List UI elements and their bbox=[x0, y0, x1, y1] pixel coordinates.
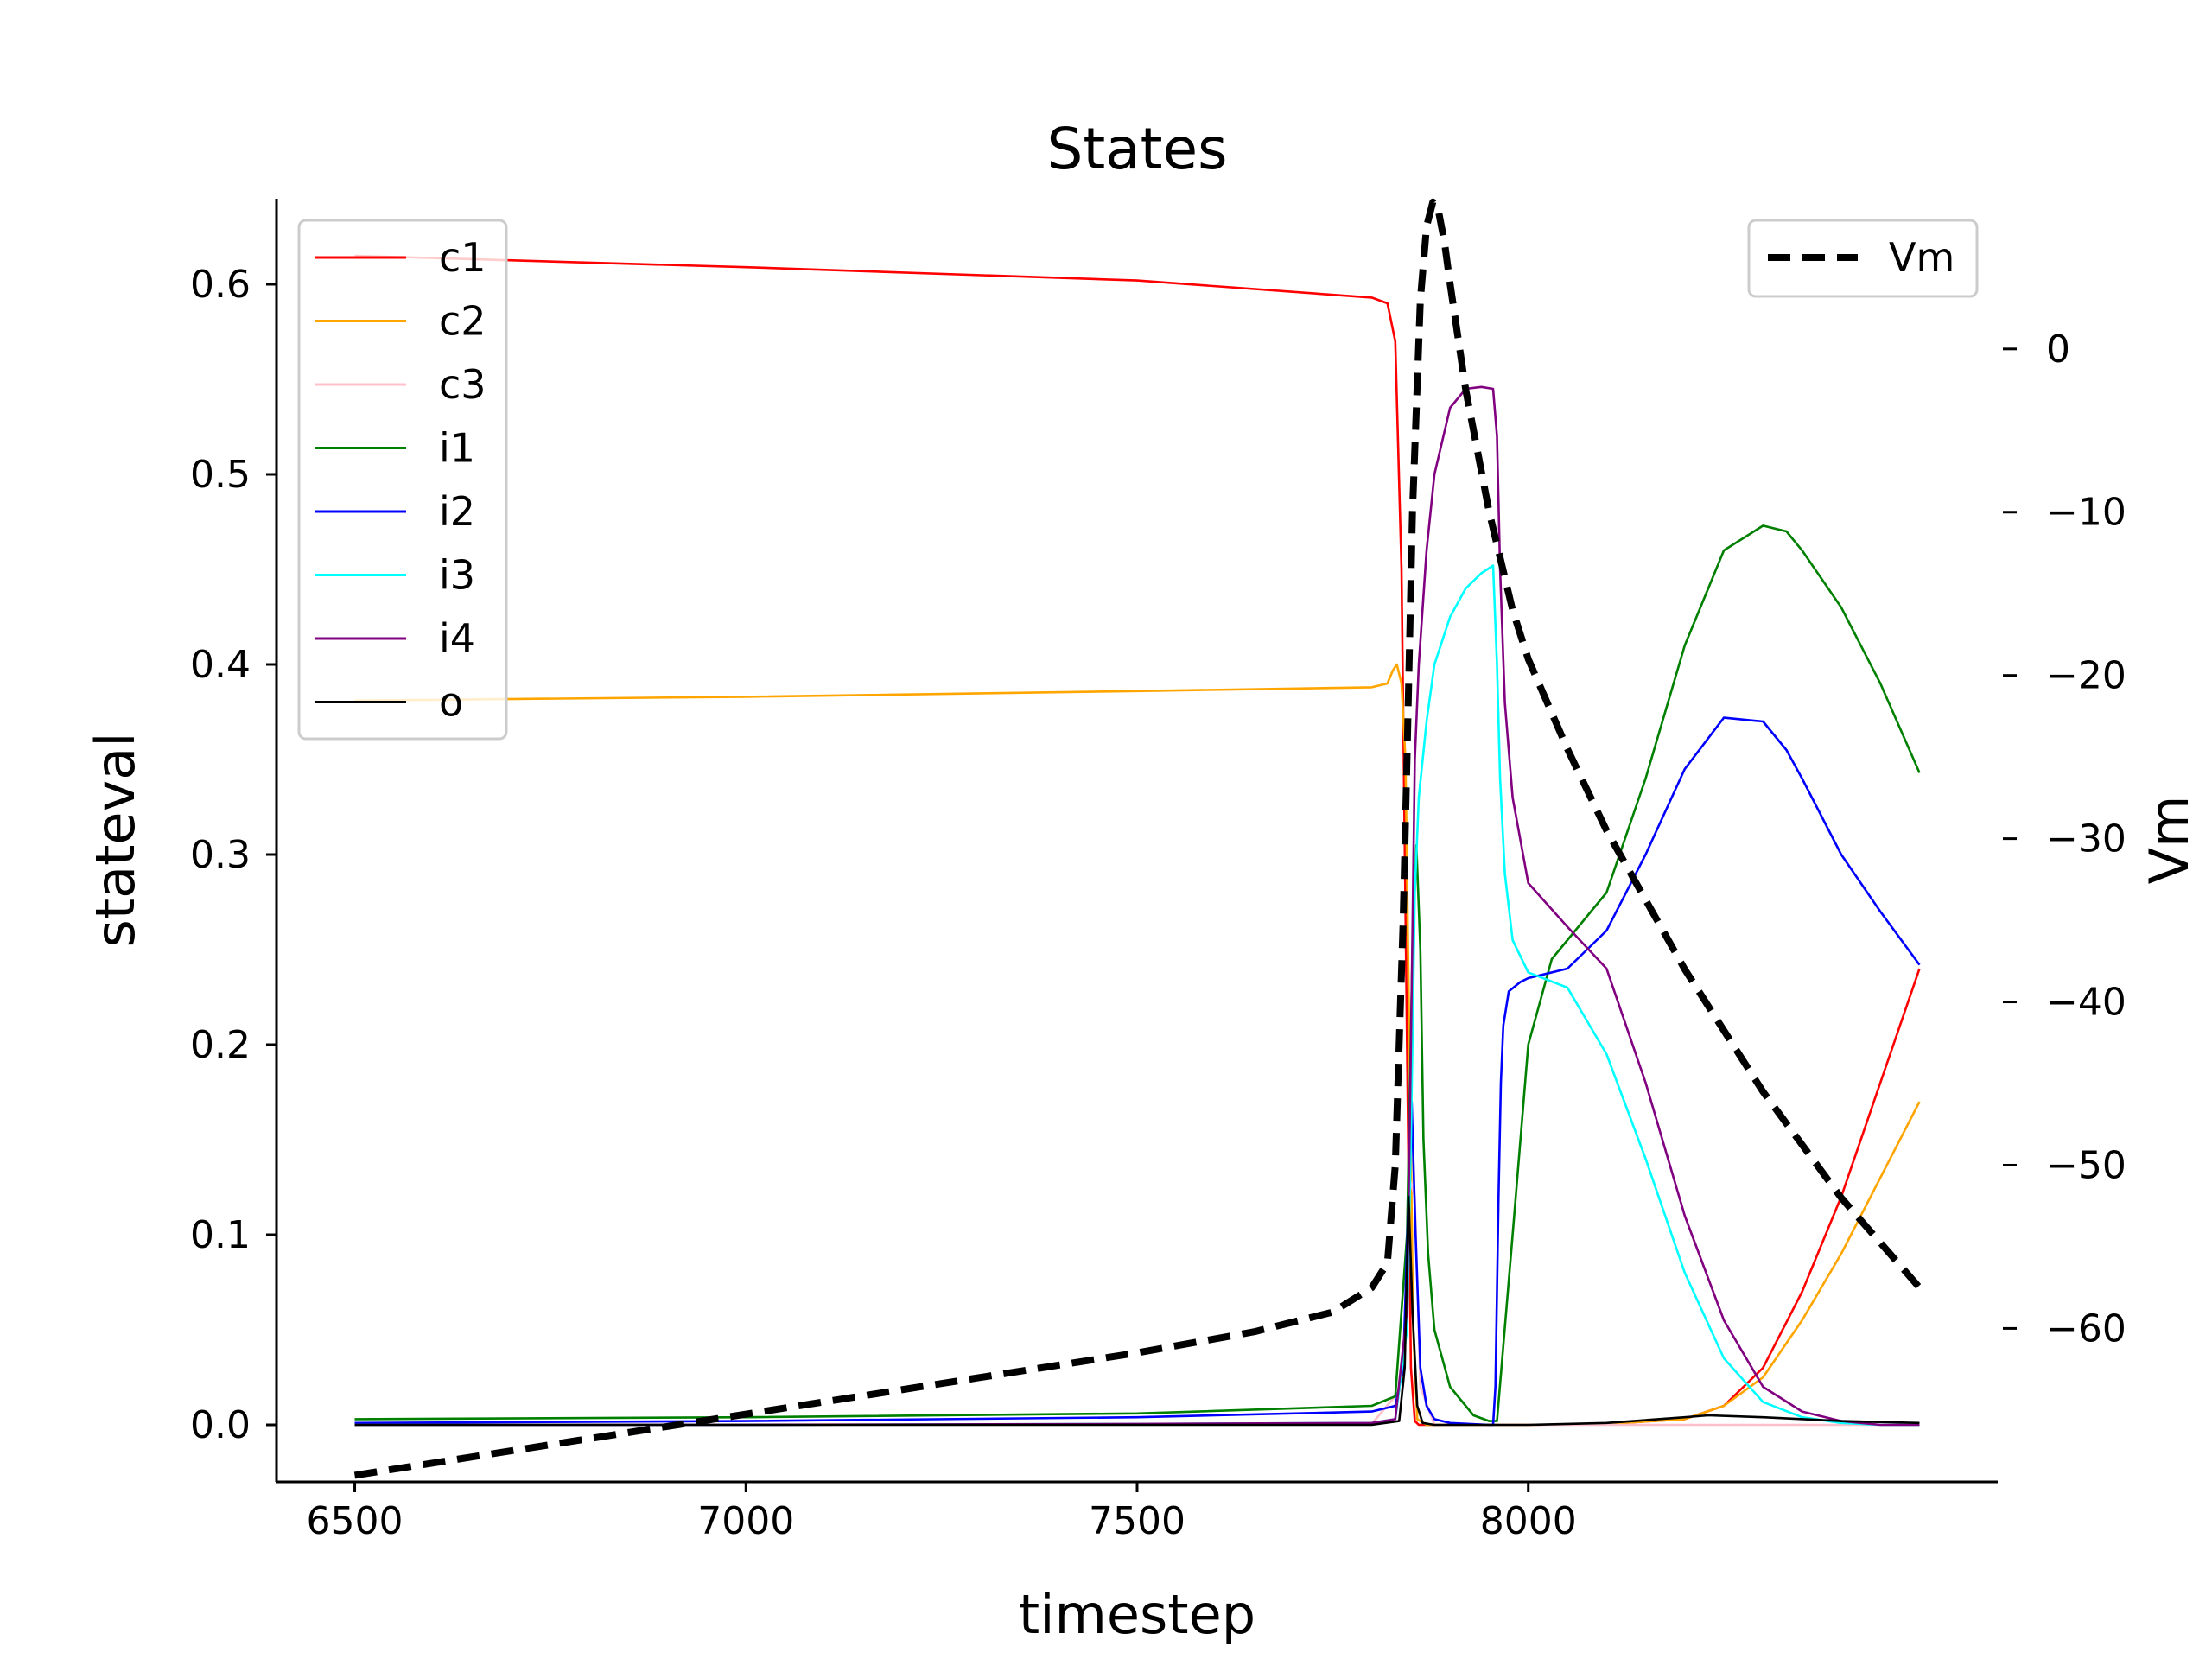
y2-tick-label: 0 bbox=[2046, 327, 2070, 372]
y-tick-label: 0.5 bbox=[190, 453, 251, 497]
x-tick-label: 7500 bbox=[1089, 1499, 1185, 1543]
legend-label-i3: i3 bbox=[439, 552, 475, 599]
y2-ticks: 0 −10 −20 −30 −40 −50 −60 bbox=[2003, 327, 2126, 1351]
legend-label-o: o bbox=[439, 679, 463, 726]
y2-tick-label: −50 bbox=[2046, 1143, 2126, 1187]
y-ticks: 0.0 0.1 0.2 0.3 0.4 0.5 0.6 bbox=[190, 263, 276, 1447]
chart-title: States bbox=[1046, 116, 1227, 182]
x-tick-label: 6500 bbox=[307, 1499, 404, 1543]
series-line-i2 bbox=[354, 716, 1921, 1427]
legend-label-c2: c2 bbox=[439, 298, 486, 345]
series-line-c1 bbox=[354, 254, 1921, 1427]
legend-right: Vm bbox=[1747, 219, 1979, 298]
x-axis-label: timestep bbox=[1019, 1583, 1255, 1646]
y-tick-label: 0.2 bbox=[190, 1023, 251, 1067]
series-line-Vm bbox=[353, 198, 1923, 1479]
y2-tick-label: −40 bbox=[2046, 981, 2126, 1025]
legend-label-c3: c3 bbox=[439, 361, 486, 408]
series-layer bbox=[353, 198, 1923, 1479]
legend-left-frame bbox=[297, 219, 508, 741]
y-tick-label: 0.4 bbox=[190, 643, 251, 687]
y-tick-label: 0.6 bbox=[190, 263, 251, 307]
series-line-c2 bbox=[354, 663, 1921, 1427]
x-tick-label: 7000 bbox=[697, 1499, 794, 1543]
series-line-i3 bbox=[354, 564, 1920, 1427]
y-tick-label: 0.3 bbox=[190, 833, 251, 877]
x-tick-label: 8000 bbox=[1480, 1499, 1577, 1543]
legend-label-i2: i2 bbox=[439, 488, 475, 535]
legend-label-c1: c1 bbox=[439, 234, 486, 281]
legend-left: c1 c2 c3 i1 i2 i3 i4 o bbox=[297, 219, 508, 741]
series-line-i4 bbox=[354, 385, 1920, 1427]
y2-tick-label: −10 bbox=[2046, 491, 2126, 535]
y-tick-label: 0.0 bbox=[190, 1403, 251, 1447]
legend-label-i4: i4 bbox=[439, 615, 475, 662]
y-tick-label: 0.1 bbox=[190, 1213, 251, 1257]
x-ticks: 6500 7000 7500 8000 bbox=[307, 1482, 1577, 1543]
legend-label-i1: i1 bbox=[439, 425, 475, 472]
y-axis-label: stateval bbox=[84, 733, 147, 948]
series-line-c3 bbox=[354, 1176, 1920, 1427]
y2-tick-label: −60 bbox=[2046, 1306, 2126, 1351]
y2-tick-label: −20 bbox=[2046, 654, 2126, 698]
y2-axis-label: Vm bbox=[2138, 796, 2201, 885]
series-line-o bbox=[354, 1195, 1920, 1427]
y2-tick-label: −30 bbox=[2046, 817, 2126, 861]
legend-label-Vm: Vm bbox=[1889, 234, 1955, 281]
axes-layer bbox=[275, 199, 1998, 1484]
legend-right-frame bbox=[1747, 219, 1979, 298]
